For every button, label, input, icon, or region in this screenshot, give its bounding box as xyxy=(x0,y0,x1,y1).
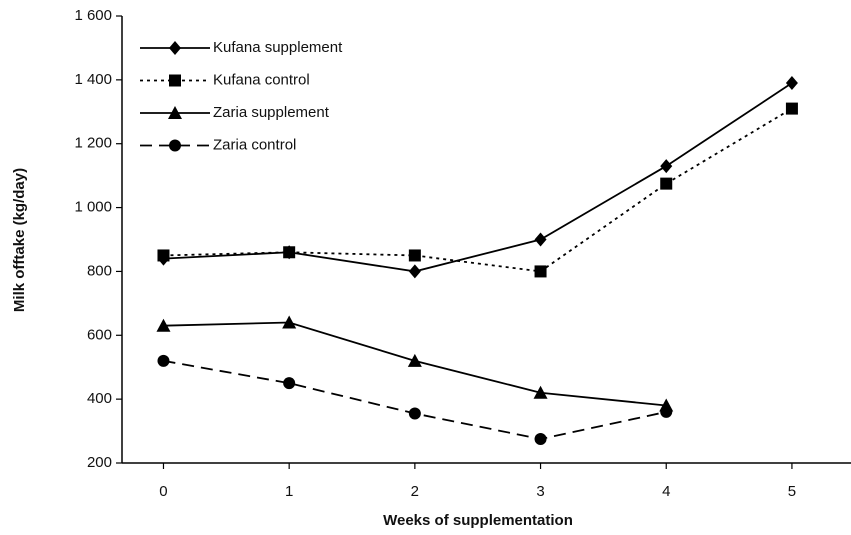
marker xyxy=(533,385,548,399)
marker xyxy=(282,315,297,329)
marker xyxy=(408,249,421,262)
marker xyxy=(660,405,673,418)
legend-marker xyxy=(169,139,181,152)
y-tick-label: 1 000 xyxy=(74,199,112,216)
marker xyxy=(534,433,547,446)
series-line xyxy=(163,359,667,440)
marker xyxy=(283,377,296,390)
legend-marker xyxy=(169,41,181,55)
y-tick-label: 1 400 xyxy=(74,71,112,88)
marker xyxy=(660,159,673,174)
x-tick-label: 4 xyxy=(662,483,670,500)
series-line xyxy=(163,107,793,273)
legend-marker xyxy=(169,74,181,87)
x-tick-label: 0 xyxy=(159,483,167,500)
legend-label: Kufana supplement xyxy=(213,39,343,56)
y-tick-label: 200 xyxy=(87,454,112,471)
x-tick-label: 3 xyxy=(536,483,544,500)
y-axis-label: Milk offtake (kg/day) xyxy=(11,168,28,312)
series-line xyxy=(163,82,793,273)
y-tick-label: 1 200 xyxy=(74,135,112,152)
x-tick-label: 1 xyxy=(285,483,293,500)
legend-label: Kufana control xyxy=(213,71,310,88)
x-axis-label: Weeks of supplementation xyxy=(383,512,573,529)
marker xyxy=(407,353,422,367)
marker xyxy=(785,102,798,115)
legend-marker xyxy=(168,106,182,119)
legend-label: Zaria control xyxy=(213,136,296,153)
y-tick-label: 800 xyxy=(87,262,112,279)
marker xyxy=(785,76,798,91)
marker xyxy=(283,246,296,259)
marker xyxy=(157,249,170,262)
marker xyxy=(408,264,421,279)
x-tick-label: 2 xyxy=(411,483,419,500)
marker xyxy=(534,232,547,247)
marker xyxy=(156,318,171,332)
marker xyxy=(534,265,547,278)
y-tick-label: 1 600 xyxy=(74,7,112,24)
legend-label: Zaria supplement xyxy=(213,104,330,121)
marker xyxy=(660,177,673,190)
marker xyxy=(157,354,170,367)
marker xyxy=(408,407,421,420)
x-tick-label: 5 xyxy=(788,483,796,500)
y-tick-label: 600 xyxy=(87,326,112,343)
y-tick-label: 400 xyxy=(87,390,112,407)
